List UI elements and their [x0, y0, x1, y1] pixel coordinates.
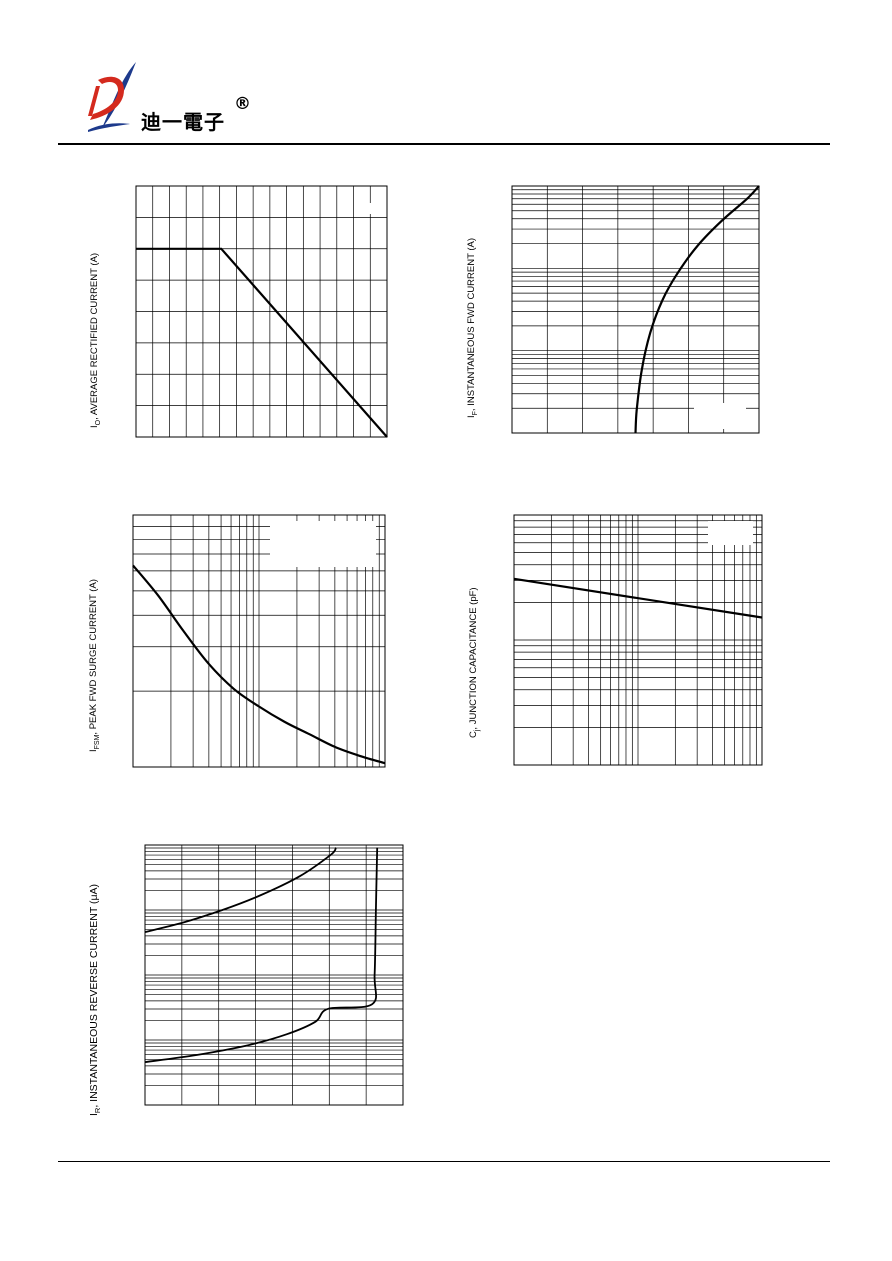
footer-rule: [58, 1161, 830, 1162]
chart1-legend-box: [359, 203, 385, 214]
chart5-frame: [144, 844, 404, 1106]
logo-d-letter-icon: [88, 76, 124, 120]
chart3-legend-box: [270, 521, 376, 567]
chart2-ylabel: IF, INSTANTANEOUS FWD CURRENT (A): [466, 238, 479, 418]
company-logo-icon: [88, 62, 136, 132]
chart-junction-capacitance: Cj, JUNCTION CAPACITANCE (pF): [468, 514, 763, 766]
brand-name: 迪一電子: [141, 110, 225, 134]
header-rule: [58, 143, 830, 145]
registered-mark: ®: [234, 94, 251, 114]
chart5-series-line-upper: [144, 847, 337, 933]
chart3-ylabel: IFSM, PEAK FWD SURGE CURRENT (A): [88, 579, 101, 752]
chart4-frame: [513, 514, 763, 766]
chart1-ylabel: IO, AVERAGE RECTIFIED CURRENT (A): [89, 253, 102, 428]
chart-instantaneous-forward-current: IF, INSTANTANEOUS FWD CURRENT (A): [466, 185, 760, 434]
chart2-series-line: [634, 185, 760, 434]
chart5-series-line-lower: [144, 847, 379, 1063]
chart2-grid: [512, 186, 759, 433]
chart-average-rectified-current: IO, AVERAGE RECTIFIED CURRENT (A): [89, 185, 388, 438]
chart1-series-line: [136, 247, 388, 438]
chart4-grid: [514, 515, 762, 765]
chart5-grid: [145, 845, 403, 1105]
chart4-ylabel: Cj, JUNCTION CAPACITANCE (pF): [468, 587, 481, 738]
chart1-frame: [135, 185, 388, 438]
chart3-series-line: [132, 564, 386, 765]
chart-peak-forward-surge-current: IFSM, PEAK FWD SURGE CURRENT (A): [88, 514, 386, 768]
chart4-legend-box: [708, 521, 753, 545]
chart5-ylabel: IR, INSTANTANEOUS REVERSE CURRENT (μA): [88, 884, 102, 1116]
chart-instantaneous-reverse-current: IR, INSTANTANEOUS REVERSE CURRENT (μA): [88, 844, 404, 1116]
chart4-series-line: [513, 577, 763, 619]
chart2-legend-box: [694, 403, 746, 429]
chart1-grid: [136, 186, 387, 437]
chart3-frame: [132, 514, 386, 768]
chart2-frame: [511, 185, 760, 434]
logo-underline-icon: [88, 123, 130, 132]
